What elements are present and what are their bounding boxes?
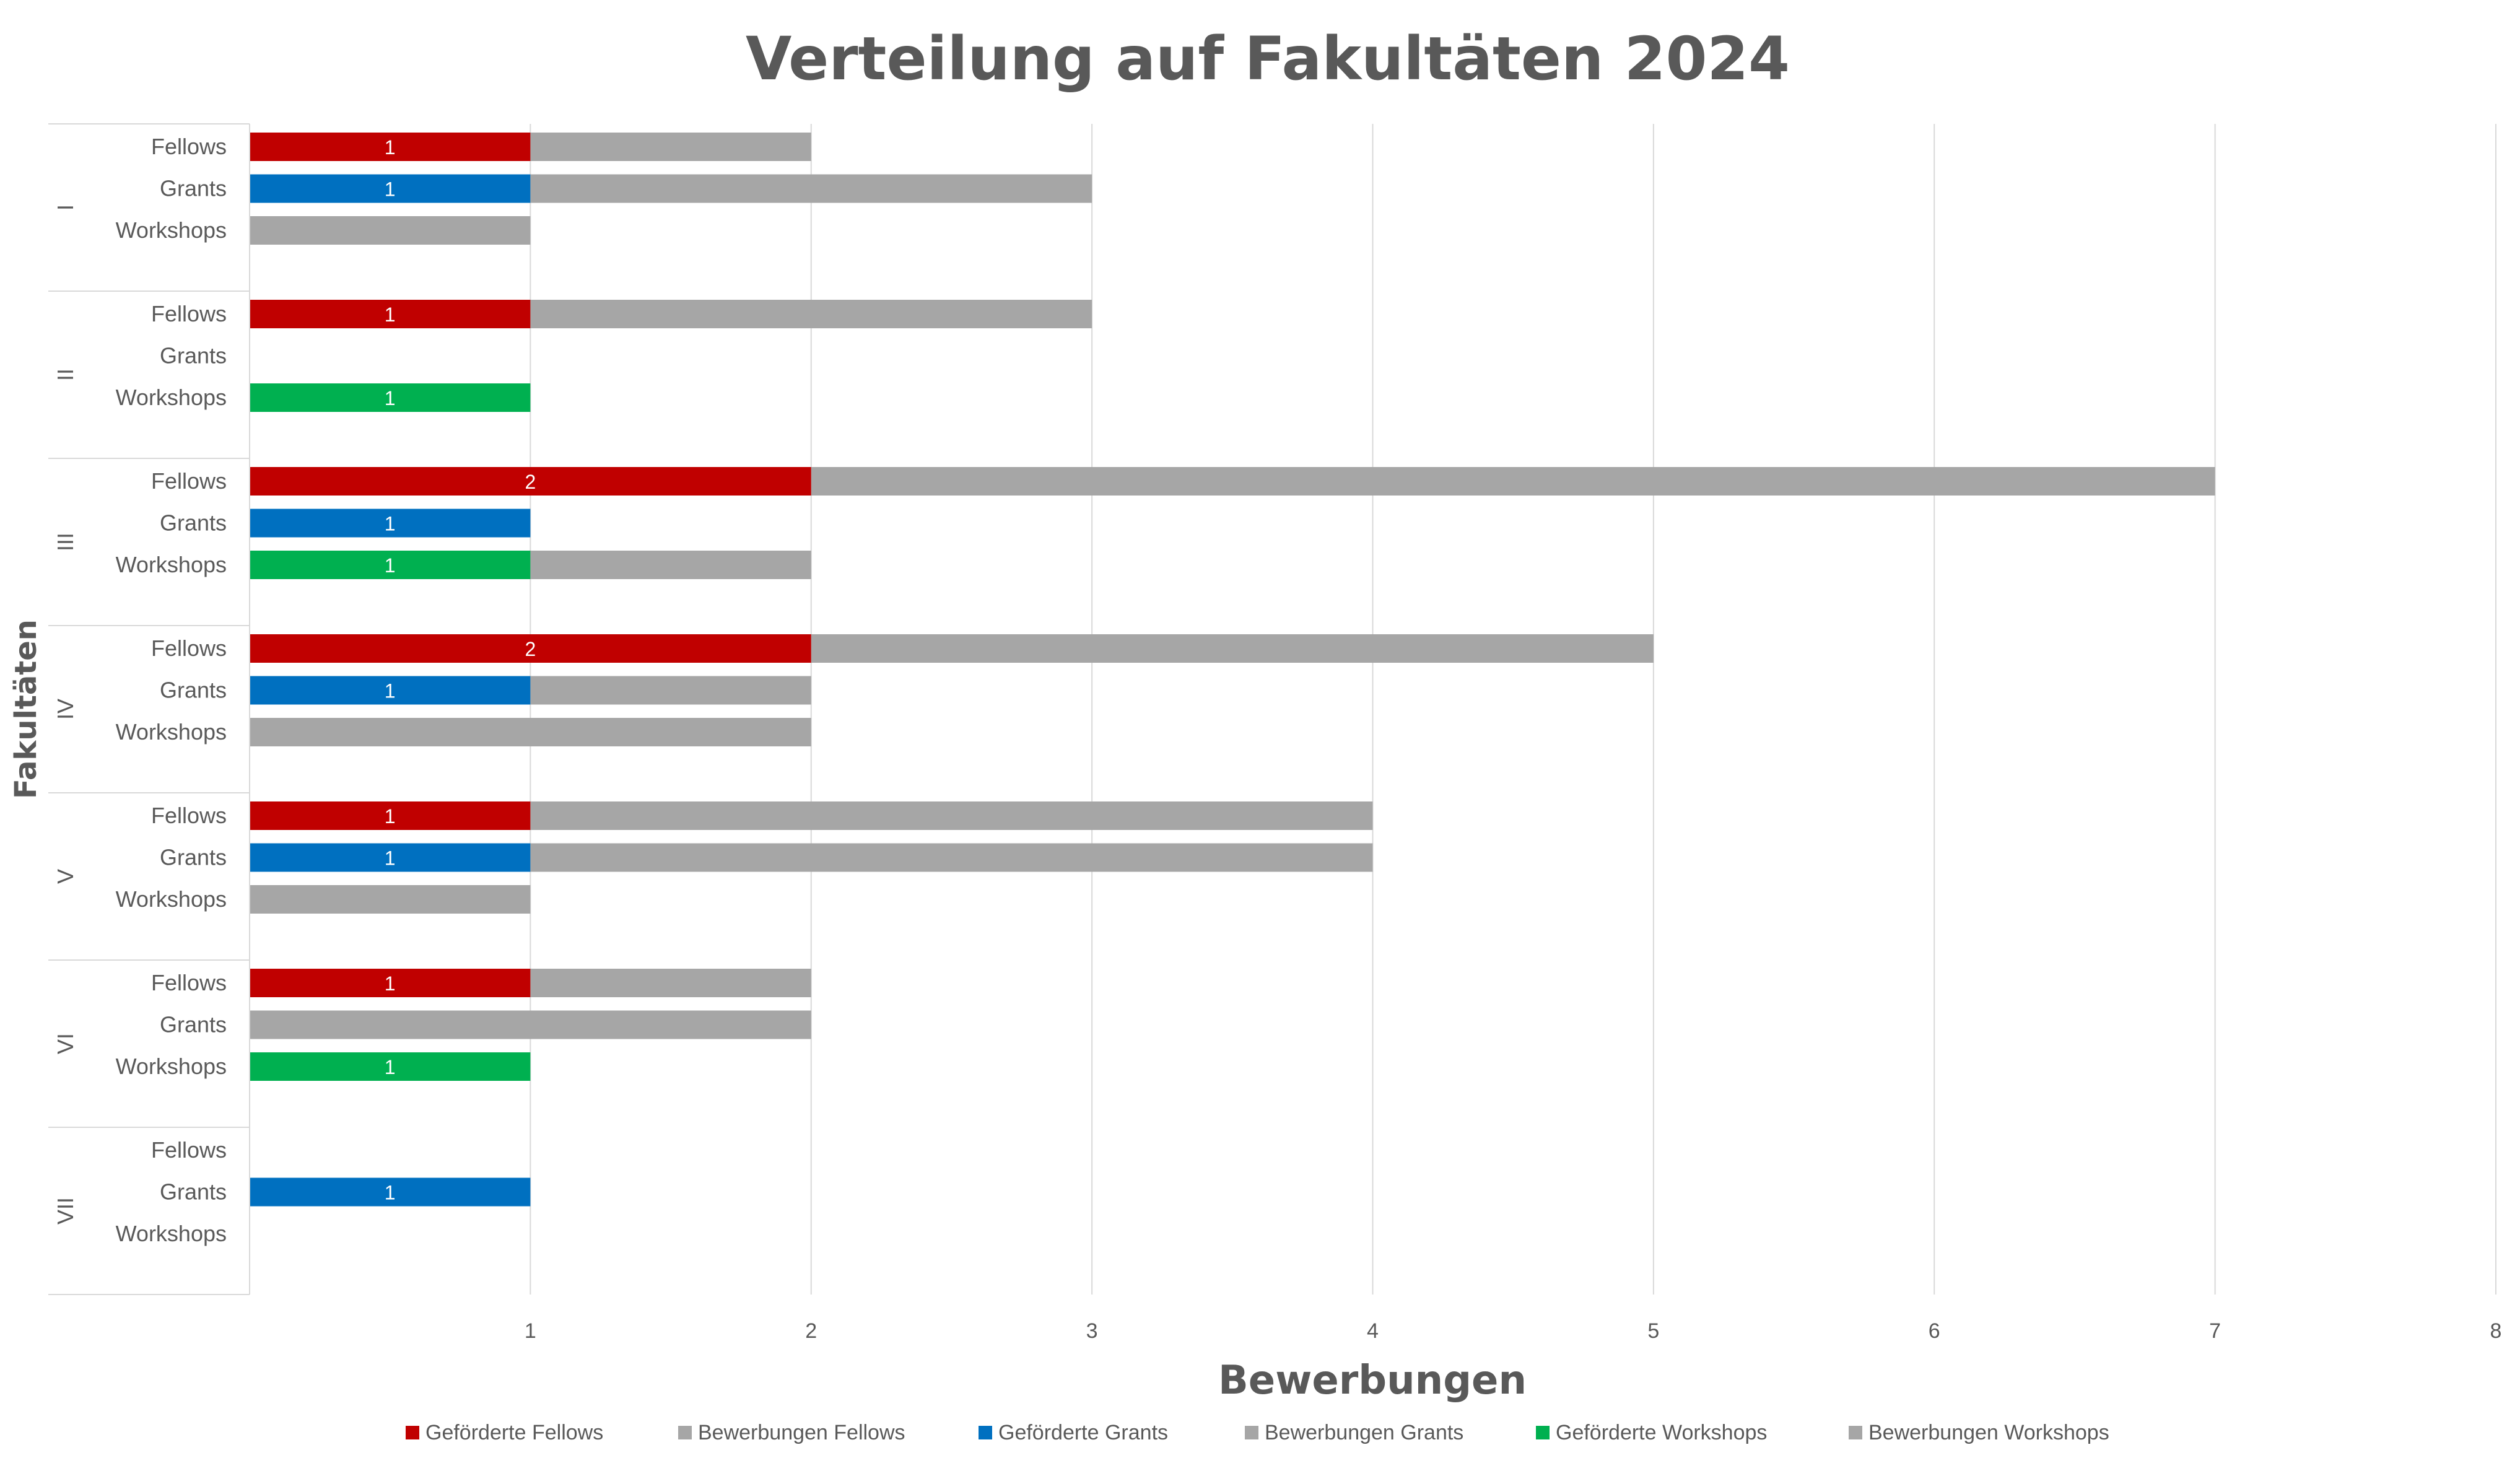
data-label: 2 xyxy=(525,638,536,660)
bar-bewerbungen-fellows xyxy=(811,467,2215,496)
bar-bewerbungen-workshops xyxy=(530,551,811,579)
legend-label: Bewerbungen Workshops xyxy=(1868,1421,2109,1444)
bar-geförderte-grants xyxy=(250,174,531,203)
x-tick-label-1: 1 xyxy=(525,1319,536,1343)
bar-geförderte-fellows xyxy=(250,969,531,997)
legend: Geförderte Fellows Bewerbungen Fellows Gef… xyxy=(406,1421,2109,1444)
data-label: 1 xyxy=(385,1056,396,1078)
category-label-fellows: Fellows xyxy=(151,635,227,661)
category-label-workshops: Workshops xyxy=(116,1054,227,1079)
faculty-label-VI: VI xyxy=(53,1033,78,1054)
faculty-label-II: II xyxy=(53,369,78,381)
category-label-workshops: Workshops xyxy=(116,886,227,912)
legend-swatch xyxy=(406,1426,419,1439)
bar-geförderte-fellows xyxy=(250,133,531,161)
legend-swatch xyxy=(1849,1426,1862,1439)
category-label-workshops: Workshops xyxy=(116,1221,227,1246)
data-label: 2 xyxy=(525,471,536,493)
category-label-grants: Grants xyxy=(160,176,227,201)
x-tick-label-7: 7 xyxy=(2209,1319,2221,1343)
data-label: 1 xyxy=(385,680,396,702)
data-label: 1 xyxy=(385,805,396,828)
data-label: 1 xyxy=(385,303,396,326)
category-label-grants: Grants xyxy=(160,1012,227,1037)
data-label: 1 xyxy=(385,387,396,409)
bar-geförderte-grants xyxy=(250,843,531,872)
data-label: 1 xyxy=(385,136,396,159)
category-label-fellows: Fellows xyxy=(151,301,227,326)
bar-geförderte-grants xyxy=(250,509,531,538)
category-label-grants: Grants xyxy=(160,1179,227,1205)
faculty-label-V: V xyxy=(53,869,78,884)
x-tick-label-4: 4 xyxy=(1367,1319,1379,1343)
bar-geförderte-fellows xyxy=(250,300,531,328)
x-axis-title: Bewerbungen xyxy=(1218,1358,1527,1404)
bar-bewerbungen-fellows xyxy=(530,133,811,161)
bar-bewerbungen-workshops xyxy=(250,718,811,746)
category-label-grants: Grants xyxy=(160,343,227,369)
bar-geförderte-grants xyxy=(250,1177,531,1207)
bar-geförderte-fellows xyxy=(250,634,811,663)
bar-geförderte-workshops xyxy=(250,551,531,579)
x-tick-label-5: 5 xyxy=(1647,1319,1659,1343)
bar-geförderte-workshops xyxy=(250,383,531,412)
bar-bewerbungen-workshops xyxy=(250,216,531,245)
data-label: 1 xyxy=(385,1182,396,1204)
category-label-fellows: Fellows xyxy=(151,1137,227,1163)
bar-bewerbungen-grants xyxy=(530,174,1092,203)
category-label-fellows: Fellows xyxy=(151,134,227,159)
bar-bewerbungen-fellows xyxy=(530,969,811,997)
category-label-workshops: Workshops xyxy=(116,719,227,745)
faculty-label-III: III xyxy=(53,533,78,551)
x-tick-label-8: 8 xyxy=(2490,1319,2502,1343)
data-label: 1 xyxy=(385,513,396,535)
bar-geförderte-fellows xyxy=(250,467,811,496)
data-label: 1 xyxy=(385,554,396,577)
category-label-fellows: Fellows xyxy=(151,468,227,494)
category-label-workshops: Workshops xyxy=(116,552,227,577)
category-label-grants: Grants xyxy=(160,510,227,536)
category-label-grants: Grants xyxy=(160,845,227,870)
legend-swatch xyxy=(678,1426,692,1439)
legend-swatch xyxy=(1536,1426,1550,1439)
category-label-fellows: Fellows xyxy=(151,803,227,828)
x-tick-label-2: 2 xyxy=(805,1319,817,1343)
bars: 1 1 1 1 2 1 1 2 1 1 1 1 1 1 xyxy=(250,133,2215,1207)
category-label-workshops: Workshops xyxy=(116,385,227,410)
bar-geförderte-grants xyxy=(250,676,531,705)
data-label: 1 xyxy=(385,847,396,870)
legend-label: Geförderte Fellows xyxy=(425,1421,603,1444)
legend-label: Geförderte Grants xyxy=(998,1421,1168,1444)
chart-title: Verteilung auf Fakultäten 2024 xyxy=(746,24,1790,94)
y-axis-title: Fakultäten xyxy=(9,619,43,799)
category-label-grants: Grants xyxy=(160,678,227,703)
legend-swatch xyxy=(1245,1426,1258,1439)
legend-label: Geförderte Workshops xyxy=(1556,1421,1767,1444)
bar-bewerbungen-grants xyxy=(530,676,811,705)
bar-bewerbungen-fellows xyxy=(530,801,1373,830)
grid-lines xyxy=(530,124,2496,1295)
bar-geförderte-workshops xyxy=(250,1052,531,1081)
x-tick-label-3: 3 xyxy=(1086,1319,1098,1343)
x-tick-label-6: 6 xyxy=(1929,1319,1940,1343)
data-label: 1 xyxy=(385,972,396,995)
legend-label: Bewerbungen Grants xyxy=(1265,1421,1463,1444)
bar-bewerbungen-fellows xyxy=(811,634,1654,663)
bar-bewerbungen-grants xyxy=(250,1010,811,1039)
faculty-label-I: I xyxy=(53,204,78,211)
category-label-workshops: Workshops xyxy=(116,217,227,243)
data-label: 1 xyxy=(385,178,396,201)
axes: 1 2 3 4 5 6 7 8 I Fellows Grants Workshops II Fellows… xyxy=(48,123,2502,1343)
bar-bewerbungen-workshops xyxy=(250,885,531,914)
bar-geförderte-fellows xyxy=(250,801,531,830)
bar-bewerbungen-fellows xyxy=(530,300,1092,328)
legend-swatch xyxy=(979,1426,992,1439)
faculty-label-VII: VII xyxy=(53,1197,78,1225)
legend-label: Bewerbungen Fellows xyxy=(698,1421,905,1444)
bar-bewerbungen-grants xyxy=(530,843,1373,872)
category-label-fellows: Fellows xyxy=(151,970,227,995)
faculty-label-IV: IV xyxy=(53,699,78,720)
